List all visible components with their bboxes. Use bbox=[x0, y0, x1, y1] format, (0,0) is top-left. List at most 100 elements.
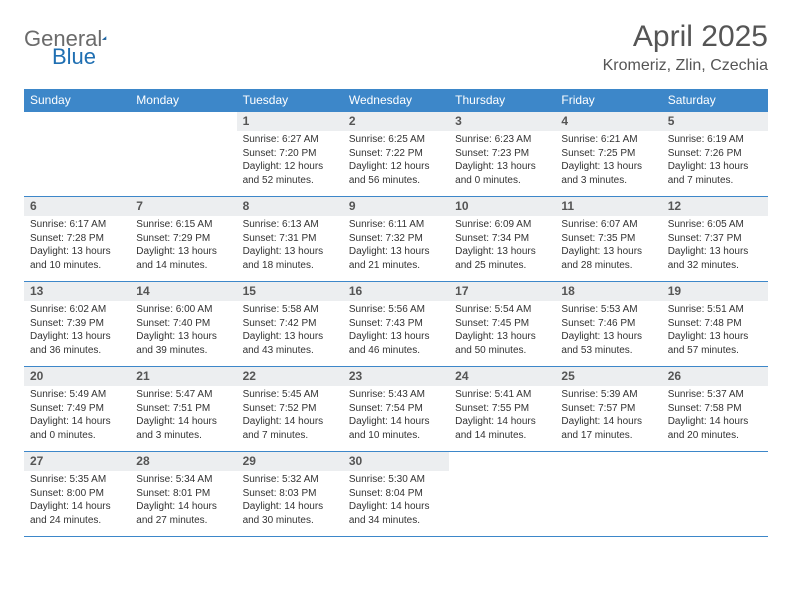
sunset-line: Sunset: 7:39 PM bbox=[30, 317, 124, 331]
calendar-page: General April 2025 Kromeriz, Zlin, Czech… bbox=[0, 0, 792, 612]
sunrise-line: Sunrise: 5:56 AM bbox=[349, 303, 443, 317]
sunrise-line: Sunrise: 6:11 AM bbox=[349, 218, 443, 232]
sunrise-line: Sunrise: 5:47 AM bbox=[136, 388, 230, 402]
calendar-day: 14Sunrise: 6:00 AMSunset: 7:40 PMDayligh… bbox=[130, 282, 236, 366]
sunrise-line: Sunrise: 5:51 AM bbox=[668, 303, 762, 317]
sunrise-line: Sunrise: 5:32 AM bbox=[243, 473, 337, 487]
day-info: Sunrise: 5:37 AMSunset: 7:58 PMDaylight:… bbox=[662, 386, 768, 446]
day-info: Sunrise: 6:23 AMSunset: 7:23 PMDaylight:… bbox=[449, 131, 555, 191]
day-info: Sunrise: 6:02 AMSunset: 7:39 PMDaylight:… bbox=[24, 301, 130, 361]
sunrise-line: Sunrise: 5:53 AM bbox=[561, 303, 655, 317]
brand-blue: Blue bbox=[52, 44, 96, 70]
day-info: Sunrise: 5:41 AMSunset: 7:55 PMDaylight:… bbox=[449, 386, 555, 446]
sunrise-line: Sunrise: 6:27 AM bbox=[243, 133, 337, 147]
date-number: 4 bbox=[555, 112, 661, 131]
daylight-line: Daylight: 14 hours and 14 minutes. bbox=[455, 415, 549, 442]
date-number: 5 bbox=[662, 112, 768, 131]
calendar-day: 20Sunrise: 5:49 AMSunset: 7:49 PMDayligh… bbox=[24, 367, 130, 451]
day-info: Sunrise: 6:25 AMSunset: 7:22 PMDaylight:… bbox=[343, 131, 449, 191]
date-number: 23 bbox=[343, 367, 449, 386]
day-info: Sunrise: 5:51 AMSunset: 7:48 PMDaylight:… bbox=[662, 301, 768, 361]
day-info: Sunrise: 6:15 AMSunset: 7:29 PMDaylight:… bbox=[130, 216, 236, 276]
sunrise-line: Sunrise: 6:13 AM bbox=[243, 218, 337, 232]
sunrise-line: Sunrise: 6:19 AM bbox=[668, 133, 762, 147]
day-info: Sunrise: 6:07 AMSunset: 7:35 PMDaylight:… bbox=[555, 216, 661, 276]
date-number: 3 bbox=[449, 112, 555, 131]
calendar-day: 25Sunrise: 5:39 AMSunset: 7:57 PMDayligh… bbox=[555, 367, 661, 451]
sunrise-line: Sunrise: 6:07 AM bbox=[561, 218, 655, 232]
calendar-day: 29 Sunrise: 5:32 AMSunset: 8:03 PMDayligh… bbox=[237, 452, 343, 536]
calendar-day: 26Sunrise: 5:37 AMSunset: 7:58 PMDayligh… bbox=[662, 367, 768, 451]
daylight-line: Daylight: 13 hours and 39 minutes. bbox=[136, 330, 230, 357]
daylight-line: Daylight: 12 hours and 52 minutes. bbox=[243, 160, 337, 187]
daylight-line: Daylight: 14 hours and 7 minutes. bbox=[243, 415, 337, 442]
sunrise-line: Sunrise: 5:30 AM bbox=[349, 473, 443, 487]
sunrise-line: Sunrise: 6:21 AM bbox=[561, 133, 655, 147]
calendar-day bbox=[662, 452, 768, 536]
sunrise-line: Sunrise: 5:41 AM bbox=[455, 388, 549, 402]
day-info: Sunrise: 5:54 AMSunset: 7:45 PMDaylight:… bbox=[449, 301, 555, 361]
sunset-line: Sunset: 7:55 PM bbox=[455, 402, 549, 416]
calendar-day: 19Sunrise: 5:51 AMSunset: 7:48 PMDayligh… bbox=[662, 282, 768, 366]
day-info: Sunrise: 5:34 AMSunset: 8:01 PMDaylight:… bbox=[130, 471, 236, 531]
calendar-day: 30Sunrise: 5:30 AMSunset: 8:04 PMDayligh… bbox=[343, 452, 449, 536]
daylight-line: Daylight: 13 hours and 28 minutes. bbox=[561, 245, 655, 272]
sunrise-line: Sunrise: 5:49 AM bbox=[30, 388, 124, 402]
calendar-day: 10Sunrise: 6:09 AMSunset: 7:34 PMDayligh… bbox=[449, 197, 555, 281]
daylight-line: Daylight: 13 hours and 10 minutes. bbox=[30, 245, 124, 272]
sunset-line: Sunset: 8:03 PM bbox=[243, 487, 337, 501]
date-number: 9 bbox=[343, 197, 449, 216]
dow-sunday: Sunday bbox=[24, 89, 130, 112]
sunset-line: Sunset: 7:20 PM bbox=[243, 147, 337, 161]
calendar-day: 24Sunrise: 5:41 AMSunset: 7:55 PMDayligh… bbox=[449, 367, 555, 451]
sunset-line: Sunset: 7:34 PM bbox=[455, 232, 549, 246]
date-number: 16 bbox=[343, 282, 449, 301]
dow-wednesday: Wednesday bbox=[343, 89, 449, 112]
sunset-line: Sunset: 7:31 PM bbox=[243, 232, 337, 246]
daylight-line: Daylight: 13 hours and 46 minutes. bbox=[349, 330, 443, 357]
sunset-line: Sunset: 7:43 PM bbox=[349, 317, 443, 331]
daylight-line: Daylight: 14 hours and 17 minutes. bbox=[561, 415, 655, 442]
sunrise-line: Sunrise: 5:39 AM bbox=[561, 388, 655, 402]
location-text: Kromeriz, Zlin, Czechia bbox=[603, 57, 768, 75]
daylight-line: Daylight: 13 hours and 32 minutes. bbox=[668, 245, 762, 272]
sunset-line: Sunset: 7:42 PM bbox=[243, 317, 337, 331]
daylight-line: Daylight: 13 hours and 18 minutes. bbox=[243, 245, 337, 272]
dow-saturday: Saturday bbox=[662, 89, 768, 112]
date-number: 29 bbox=[237, 452, 343, 471]
sunset-line: Sunset: 8:04 PM bbox=[349, 487, 443, 501]
sunrise-line: Sunrise: 5:58 AM bbox=[243, 303, 337, 317]
sunrise-line: Sunrise: 6:05 AM bbox=[668, 218, 762, 232]
sunset-line: Sunset: 7:25 PM bbox=[561, 147, 655, 161]
sunset-line: Sunset: 7:46 PM bbox=[561, 317, 655, 331]
daylight-line: Daylight: 14 hours and 3 minutes. bbox=[136, 415, 230, 442]
day-info: Sunrise: 5:47 AMSunset: 7:51 PMDaylight:… bbox=[130, 386, 236, 446]
sunrise-line: Sunrise: 6:23 AM bbox=[455, 133, 549, 147]
sunrise-line: Sunrise: 6:25 AM bbox=[349, 133, 443, 147]
day-info: Sunrise: 6:17 AMSunset: 7:28 PMDaylight:… bbox=[24, 216, 130, 276]
calendar-day: 16 Sunrise: 5:56 AMSunset: 7:43 PMDayligh… bbox=[343, 282, 449, 366]
day-info: Sunrise: 5:49 AMSunset: 7:49 PMDaylight:… bbox=[24, 386, 130, 446]
day-info: Sunrise: 5:43 AMSunset: 7:54 PMDaylight:… bbox=[343, 386, 449, 446]
sunset-line: Sunset: 7:54 PM bbox=[349, 402, 443, 416]
sunset-line: Sunset: 7:58 PM bbox=[668, 402, 762, 416]
calendar-day: 15Sunrise: 5:58 AMSunset: 7:42 PMDayligh… bbox=[237, 282, 343, 366]
sunrise-line: Sunrise: 6:17 AM bbox=[30, 218, 124, 232]
daylight-line: Daylight: 13 hours and 7 minutes. bbox=[668, 160, 762, 187]
sunset-line: Sunset: 7:26 PM bbox=[668, 147, 762, 161]
sunset-line: Sunset: 8:01 PM bbox=[136, 487, 230, 501]
daylight-line: Daylight: 14 hours and 30 minutes. bbox=[243, 500, 337, 527]
calendar: Sunday Monday Tuesday Wednesday Thursday… bbox=[24, 89, 768, 537]
sunset-line: Sunset: 7:45 PM bbox=[455, 317, 549, 331]
sunset-line: Sunset: 7:32 PM bbox=[349, 232, 443, 246]
calendar-day: 28Sunrise: 5:34 AMSunset: 8:01 PMDayligh… bbox=[130, 452, 236, 536]
date-number: 28 bbox=[130, 452, 236, 471]
calendar-day bbox=[555, 452, 661, 536]
sunset-line: Sunset: 7:52 PM bbox=[243, 402, 337, 416]
calendar-week: 1Sunrise: 6:27 AMSunset: 7:20 PMDaylight… bbox=[24, 112, 768, 197]
calendar-day: 22Sunrise: 5:45 AMSunset: 7:52 PMDayligh… bbox=[237, 367, 343, 451]
sunset-line: Sunset: 8:00 PM bbox=[30, 487, 124, 501]
date-number: 27 bbox=[24, 452, 130, 471]
day-info: Sunrise: 5:45 AMSunset: 7:52 PMDaylight:… bbox=[237, 386, 343, 446]
daylight-line: Daylight: 13 hours and 25 minutes. bbox=[455, 245, 549, 272]
